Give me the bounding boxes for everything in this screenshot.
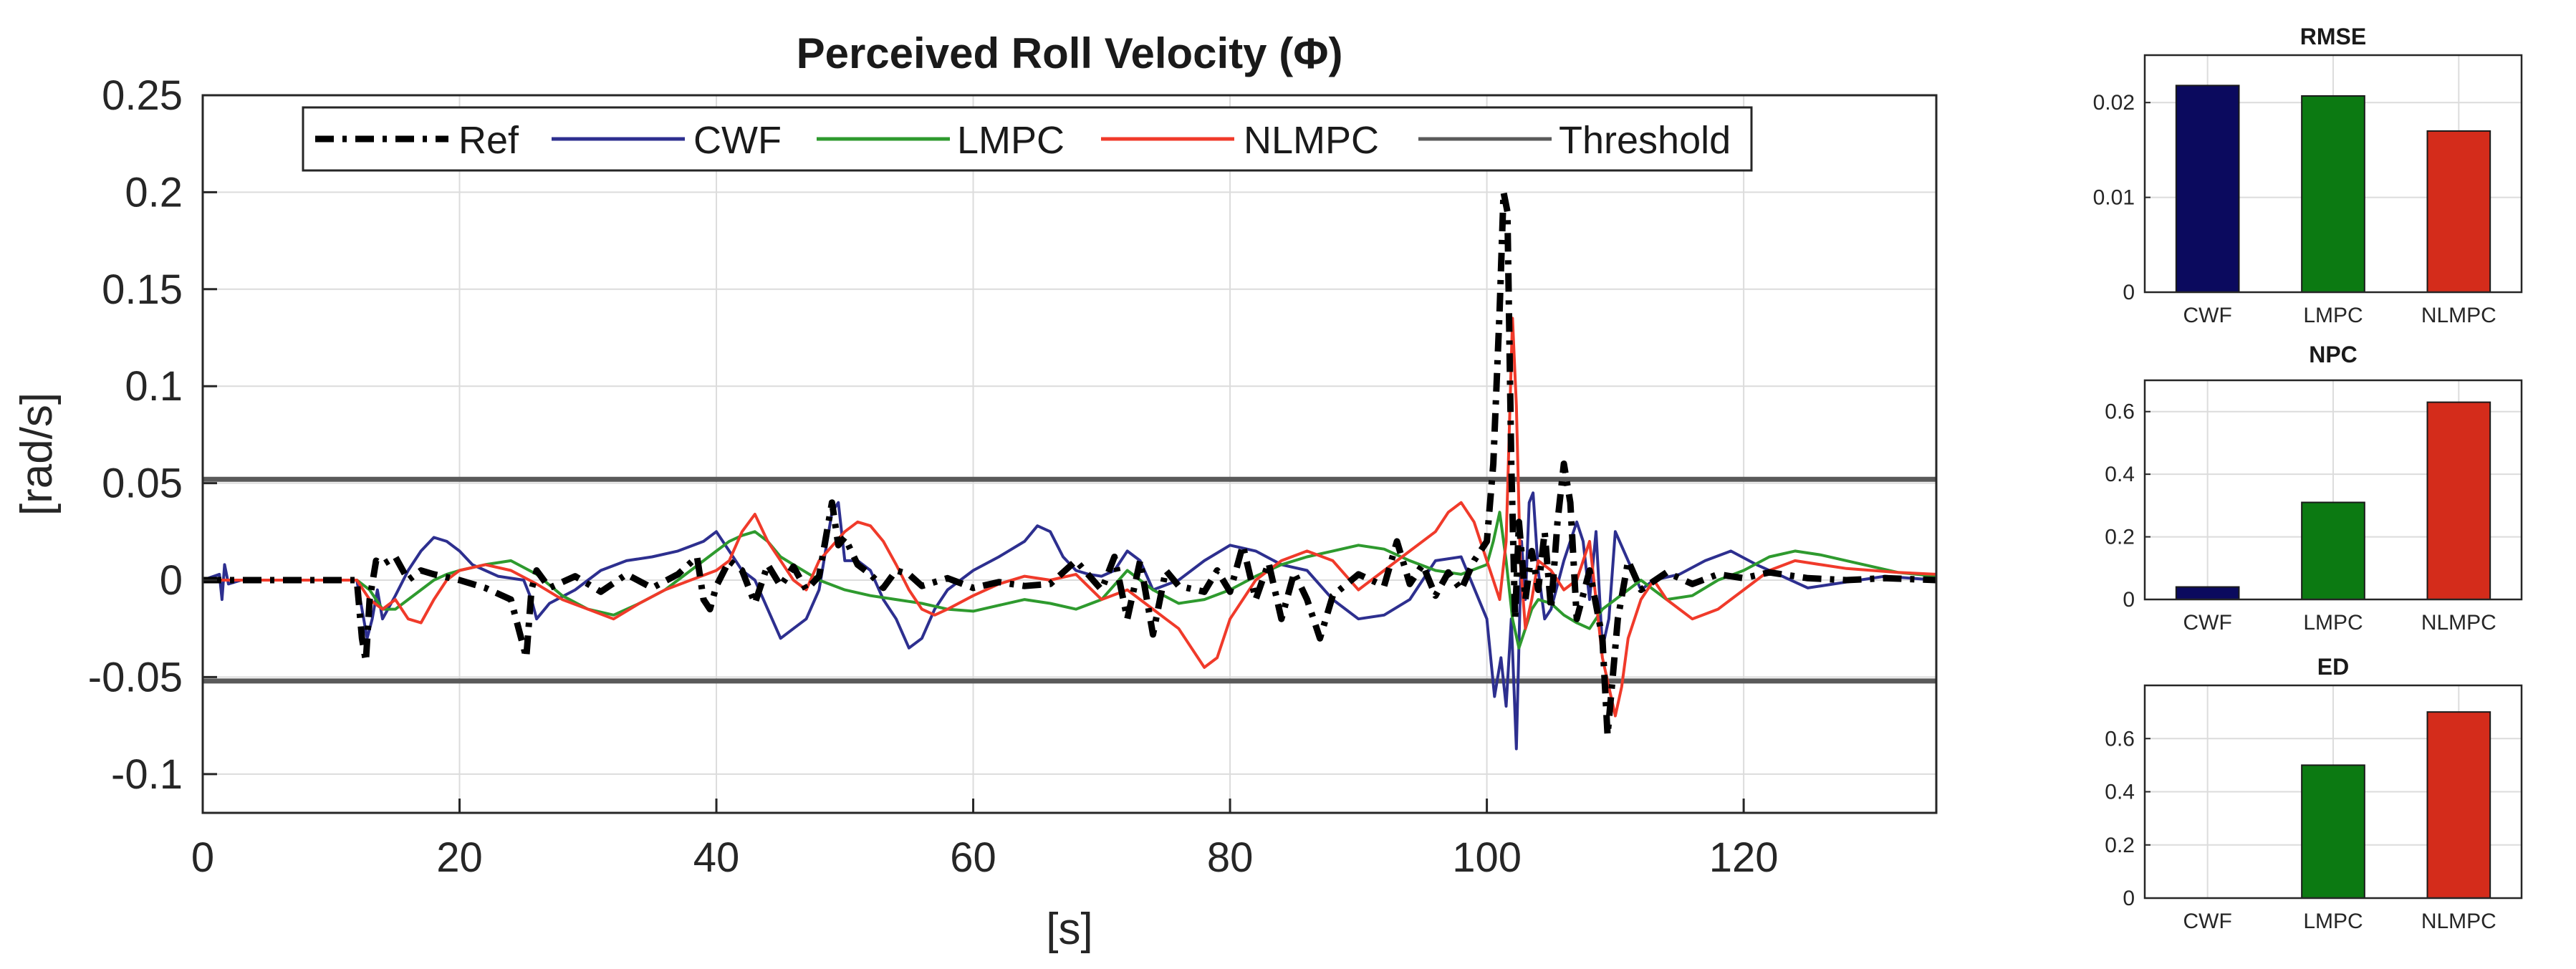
- legend-label-nlmpc: NLMPC: [1244, 119, 1379, 162]
- x-tick-label: 40: [693, 834, 740, 881]
- bar-y-tick-label: 0.02: [2093, 91, 2135, 115]
- x-axis-label: [s]: [1046, 905, 1092, 954]
- grid: [202, 95, 1936, 813]
- bar-nlmpc: [2426, 401, 2491, 600]
- legend-label-lmpc: LMPC: [957, 119, 1064, 162]
- chart-title: Perceived Roll Velocity (Φ): [797, 29, 1343, 77]
- bar-chart-title: ED: [2317, 654, 2349, 680]
- y-tick-label: 0.05: [102, 461, 183, 507]
- bar-y-tick-label: 0: [2123, 887, 2135, 910]
- y-tick-label: 0.15: [102, 266, 183, 313]
- bar-lmpc: [2301, 764, 2365, 899]
- y-tick-label: -0.1: [111, 751, 183, 798]
- bar-y-tick-label: 0.4: [2105, 781, 2135, 804]
- x-tick-label: 80: [1207, 834, 1254, 881]
- bar-category-label: NLMPC: [2421, 304, 2496, 327]
- legend-label-cwf: CWF: [693, 119, 782, 162]
- bar-y-tick-label: 0.6: [2105, 727, 2135, 751]
- main-chart: 0 20 40 60 80 100 120 -0.1 -0.05 0 0.05 0.1 0.15 0.2 0…: [12, 29, 1938, 954]
- series-nlmpc-line: [203, 317, 1937, 718]
- bar-lmpc: [2301, 501, 2365, 600]
- bar-y-tick-label: 0.2: [2105, 526, 2135, 549]
- bar-category-label: CWF: [2183, 910, 2232, 933]
- series-cwf-line: [202, 491, 1937, 751]
- y-tick-label: 0.25: [102, 72, 183, 119]
- bar-nlmpc: [2426, 130, 2491, 293]
- bar-category-label: CWF: [2183, 304, 2232, 327]
- bar-category-label: NLMPC: [2421, 910, 2496, 933]
- x-tick-label: 0: [191, 834, 214, 881]
- bar-lmpc: [2301, 95, 2365, 293]
- y-tick-label: 0.2: [125, 169, 183, 216]
- npc-bar-chart: 0 0.2 0.4 0.6 CWF LMPC NLMPC NPC: [2105, 342, 2523, 635]
- bar-y-tick-label: 0.01: [2093, 186, 2135, 210]
- rmse-bar-chart: 0 0.01 0.02 CWF LMPC NLMPC RMSE: [2093, 24, 2523, 327]
- x-tick-label: 120: [1709, 834, 1779, 881]
- bar-chart-title: RMSE: [2300, 24, 2366, 49]
- bar-cwf: [2175, 586, 2240, 600]
- y-axis-label: [rad/s]: [12, 392, 62, 516]
- bar-category-label: CWF: [2183, 611, 2232, 635]
- bar-plot-frame: [2143, 684, 2523, 900]
- threshold-lines: [203, 476, 1936, 684]
- x-tick-label: 60: [950, 834, 996, 881]
- plot-background: [203, 95, 1936, 813]
- ed-bar-chart: 0 0.2 0.4 0.6 CWF LMPC NLMPC ED: [2105, 654, 2523, 933]
- x-tick-label: 20: [436, 834, 483, 881]
- y-tick-label: -0.05: [88, 654, 183, 700]
- plot-frame: [201, 94, 1938, 814]
- bar-y-tick-label: 0: [2123, 588, 2135, 612]
- bar-plot-frame: [2143, 54, 2523, 294]
- x-tick-label: 100: [1452, 834, 1522, 881]
- bar-category-label: LMPC: [2303, 304, 2363, 327]
- bar-plot-frame: [2143, 379, 2523, 601]
- bar-cwf: [2175, 85, 2240, 293]
- legend-label-threshold: Threshold: [1559, 119, 1731, 162]
- bar-y-tick-label: 0.4: [2105, 463, 2135, 486]
- bar-y-tick-label: 0.6: [2105, 400, 2135, 424]
- bar-y-tick-label: 0.2: [2105, 834, 2135, 857]
- bar-y-tick-label: 0: [2123, 281, 2135, 304]
- bar-category-label: LMPC: [2303, 611, 2363, 635]
- series-lines: [202, 188, 1937, 751]
- bar-category-label: LMPC: [2303, 910, 2363, 933]
- series-ref-line: [203, 188, 1937, 739]
- bar-category-label: NLMPC: [2421, 611, 2496, 635]
- legend-label-ref: Ref: [458, 119, 519, 162]
- bar-nlmpc: [2426, 711, 2491, 899]
- legend: Ref CWF LMPC NLMPC Threshold: [302, 106, 1753, 172]
- axis-ticks: 0 20 40 60 80 100 120 -0.1 -0.05 0 0.05 0.1 0.15 0.2 0…: [88, 72, 1779, 881]
- y-tick-label: 0.1: [125, 363, 183, 410]
- y-tick-label: 0: [160, 557, 183, 604]
- bar-chart-title: NPC: [2309, 342, 2358, 367]
